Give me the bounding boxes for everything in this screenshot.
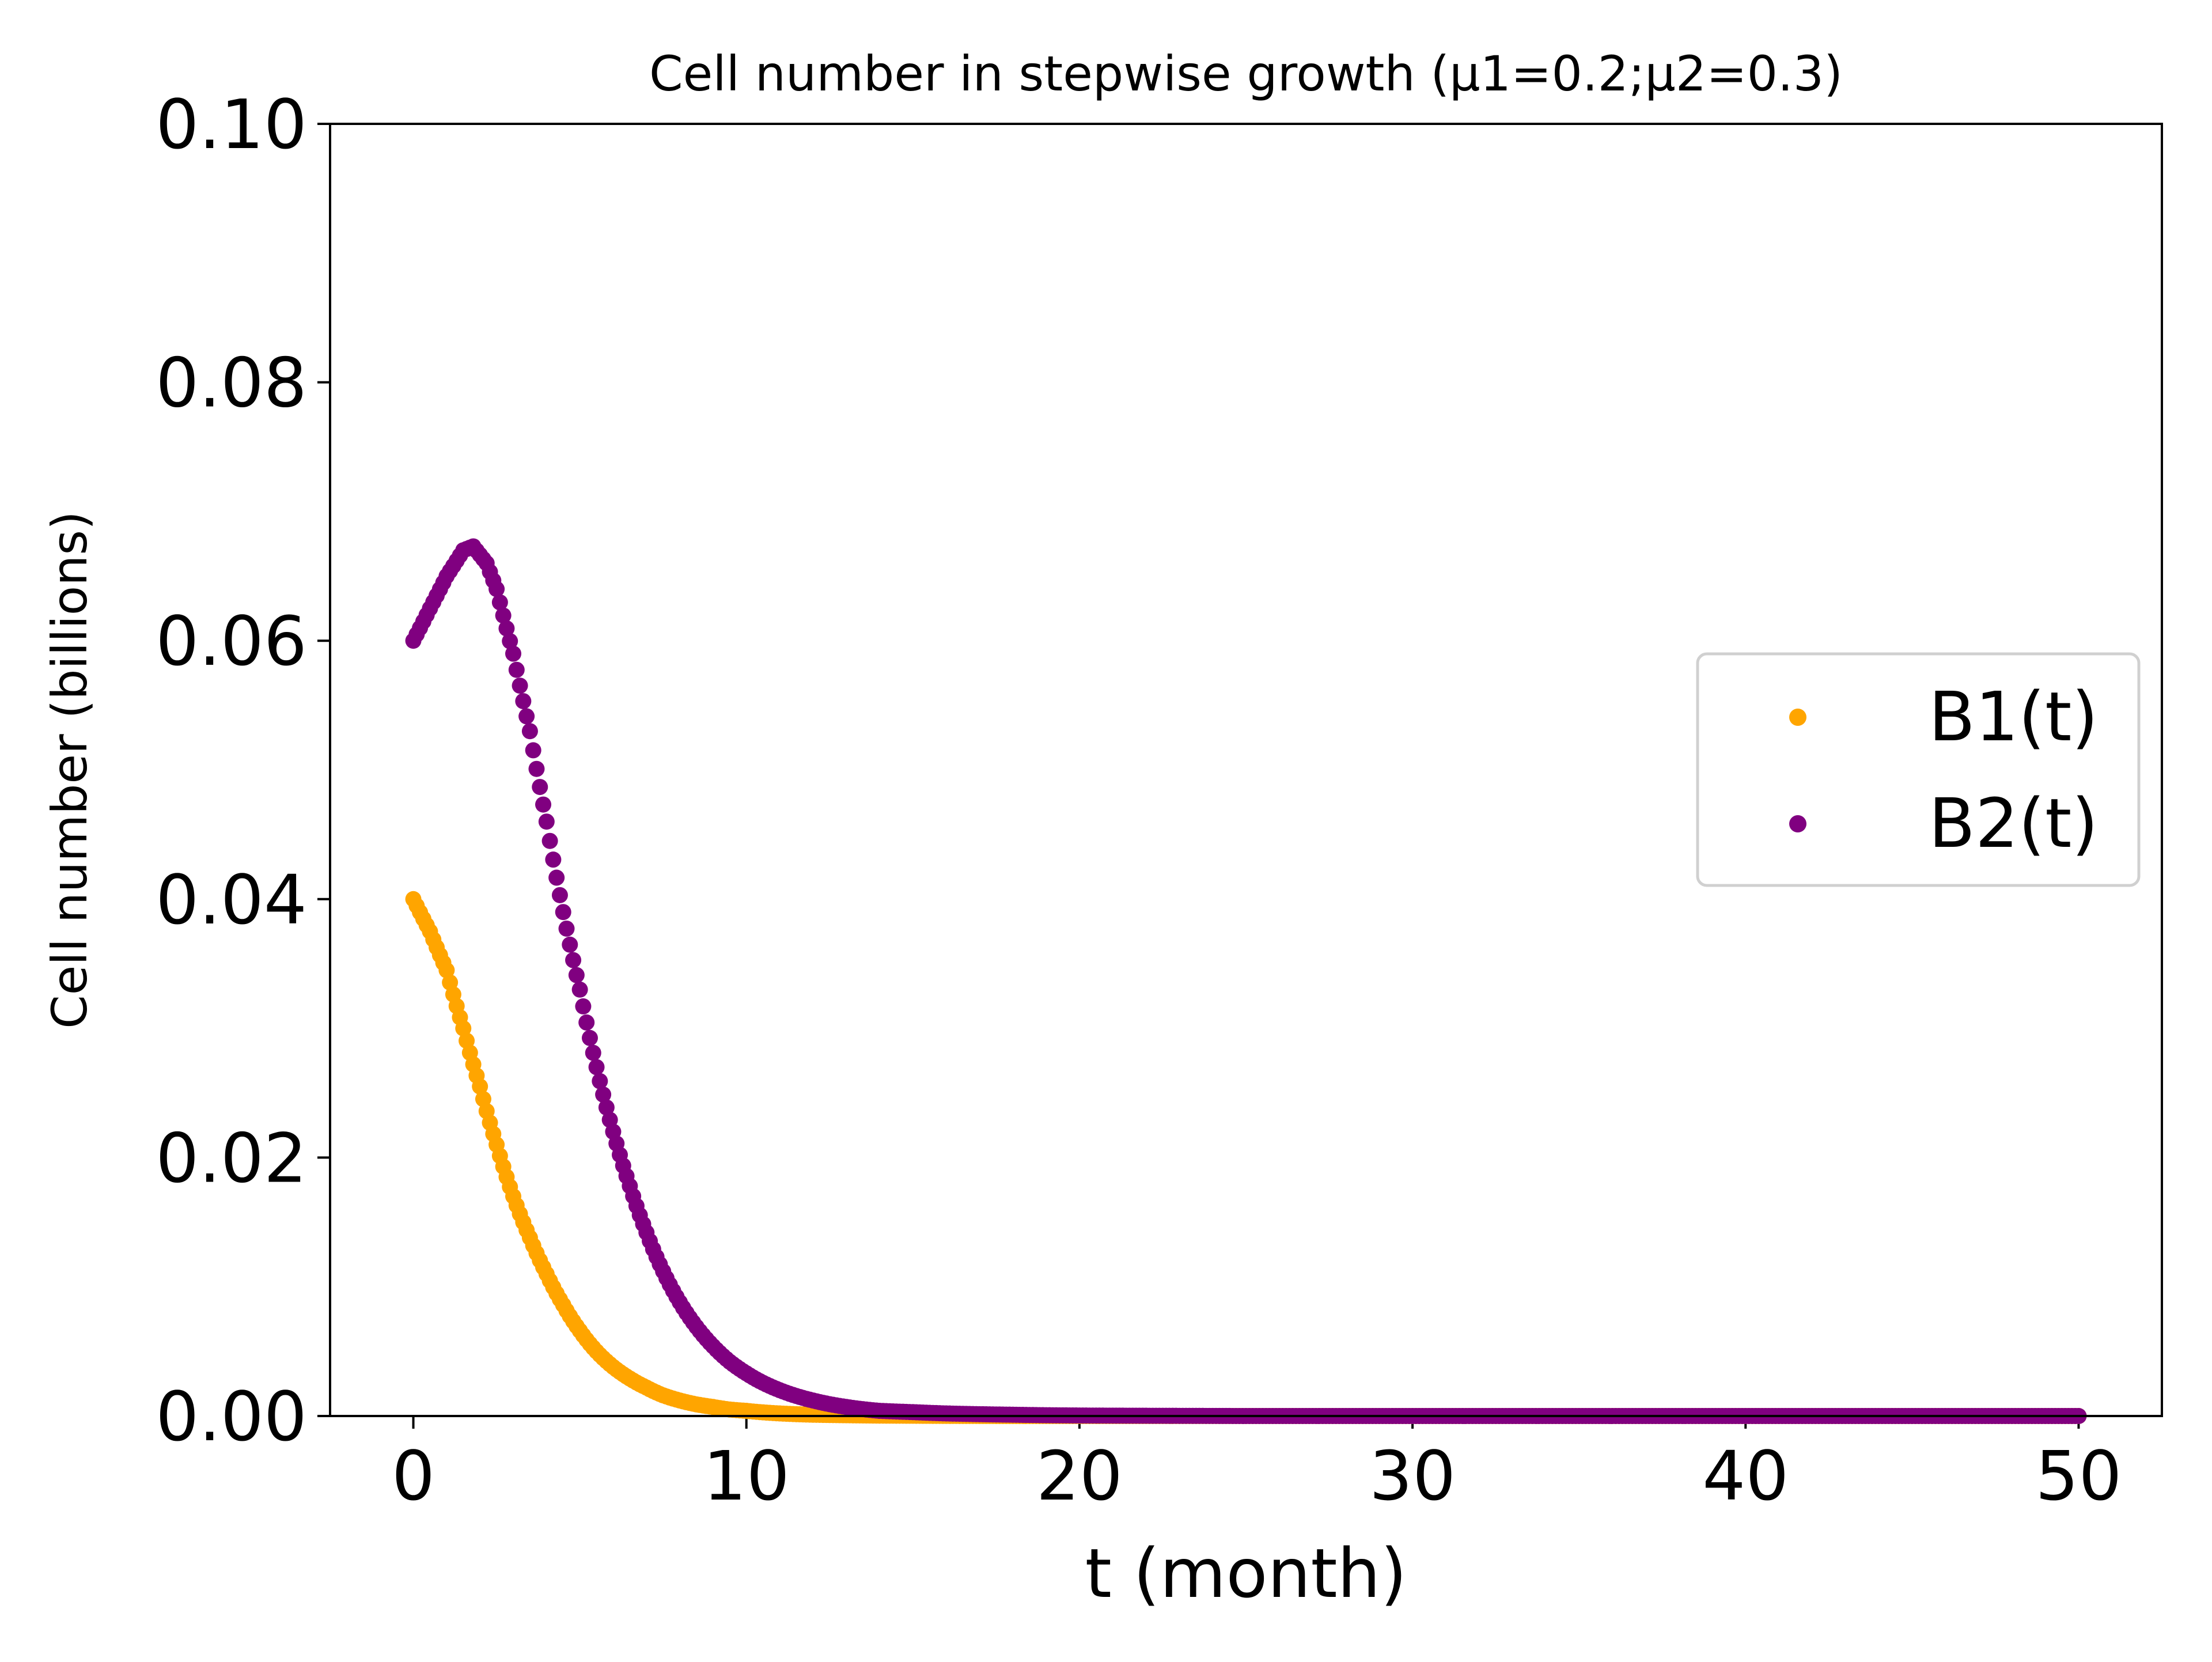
data-point [545, 851, 562, 868]
data-point [502, 633, 518, 649]
data-point [438, 962, 455, 979]
y-axis-label-group: Cell number (billions) [41, 511, 98, 1029]
y-tick-label: 0.06 [156, 601, 307, 681]
data-point [595, 1086, 612, 1103]
x-axis-label: t (month) [1085, 1534, 1407, 1613]
data-point [541, 832, 558, 849]
series-B1(t) [405, 891, 2087, 1424]
data-point [575, 998, 592, 1014]
data-point [498, 620, 515, 637]
data-point [495, 607, 512, 624]
data-point [475, 1091, 491, 1107]
data-point [472, 1078, 488, 1095]
chart-title: Cell number in stepwise growth (μ1=0.2;μ… [649, 46, 1843, 102]
data-point [532, 779, 548, 796]
data-point [571, 981, 588, 998]
legend: B1(t) B2(t) [1696, 652, 2141, 887]
data-point [581, 1029, 598, 1046]
data-point [558, 920, 575, 937]
data-point [525, 742, 541, 759]
data-point [455, 1020, 472, 1037]
data-point [508, 661, 525, 678]
legend-box [1696, 652, 2141, 887]
data-point [538, 813, 555, 830]
data-point [578, 1014, 595, 1031]
x-tick-label: 30 [1369, 1436, 1456, 1516]
y-tick-label: 0.10 [156, 85, 307, 164]
x-tick-label: 40 [1702, 1436, 1789, 1516]
x-tick-label: 20 [1036, 1436, 1123, 1516]
data-point [592, 1073, 608, 1089]
data-point [491, 594, 508, 611]
data-point [515, 693, 532, 710]
data-point [551, 887, 568, 903]
data-point [528, 760, 545, 777]
y-axis-label: Cell number (billions) [41, 511, 98, 1029]
x-tick-label: 0 [392, 1436, 435, 1516]
x-tick-label: 10 [703, 1436, 790, 1516]
y-tick-label: 0.04 [156, 860, 307, 940]
legend-marker-b2 [1789, 815, 1806, 832]
data-point [518, 708, 535, 725]
data-point [512, 677, 528, 694]
data-point [568, 967, 585, 983]
data-point [565, 952, 582, 968]
data-point [555, 904, 571, 921]
data-point [585, 1044, 601, 1061]
data-point [598, 1099, 615, 1116]
data-point [535, 796, 552, 813]
legend-marker-b1 [1789, 709, 1806, 726]
data-point [488, 581, 505, 597]
data-point [505, 645, 521, 662]
x-tick-label: 50 [2035, 1436, 2122, 1516]
y-tick-label: 0.08 [156, 343, 307, 423]
data-point [548, 869, 565, 886]
data-point [562, 936, 578, 953]
data-point [521, 723, 538, 740]
axis-ticks: 0 10 20 30 40 50 0.00 0.02 0.04 0.06 0.08 0.10 [156, 85, 2122, 1516]
y-tick-label: 0.02 [156, 1118, 307, 1198]
legend-label-b2: B2(t) [1929, 783, 2098, 863]
legend-label-b1: B1(t) [1929, 677, 2098, 756]
plot-area-frame [329, 123, 2163, 1417]
data-point [588, 1059, 605, 1076]
y-tick-label: 0.00 [156, 1377, 307, 1456]
